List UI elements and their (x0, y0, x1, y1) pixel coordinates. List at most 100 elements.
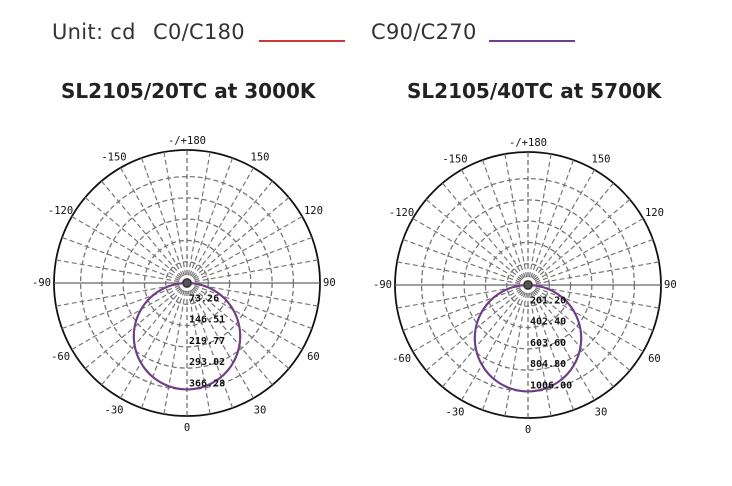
spoke-1-140 (527, 182, 614, 286)
spoke-1-100 (527, 261, 660, 286)
spoke-1-20 (527, 284, 575, 411)
angle-label-0-2: 120 (304, 205, 323, 217)
spoke-0-150 (186, 167, 255, 284)
spoke-1-70 (527, 284, 654, 332)
radial-tick-label-1-1: 402.40 (530, 317, 566, 328)
spoke-0-190 (163, 151, 188, 284)
spoke-0-310 (84, 282, 188, 369)
chart-title-right: SL2105/40TC at 5700K (407, 79, 662, 103)
spoke-0-80 (186, 282, 319, 307)
spoke-0-140 (186, 180, 273, 284)
spoke-0-110 (186, 236, 313, 284)
spoke-0-210 (119, 167, 188, 284)
spoke-0-20 (186, 282, 234, 409)
spoke-1-220 (442, 182, 529, 286)
spoke-0-60 (186, 282, 303, 351)
spoke-1-50 (527, 284, 631, 371)
angle-label-1-7: -30 (446, 406, 465, 418)
spoke-0-160 (186, 157, 234, 284)
spoke-0-200 (140, 157, 188, 284)
spoke-1-340 (481, 284, 529, 411)
angle-label-0-9: -90 (32, 277, 51, 289)
series-curve-1-1 (473, 284, 583, 393)
radial-tick-label-0-3: 293.02 (189, 357, 225, 368)
spoke-1-260 (396, 261, 529, 286)
angle-label-1-0: -/+180 (509, 137, 547, 149)
spoke-1-310 (425, 284, 529, 371)
spoke-0-100 (186, 259, 319, 284)
angle-label-0-10: -120 (48, 205, 73, 217)
spoke-0-240 (71, 215, 188, 284)
spoke-1-120 (527, 217, 644, 286)
radial-tick-label-0-4: 366.28 (189, 378, 225, 389)
angle-label-0-11: -150 (101, 152, 126, 164)
spoke-0-250 (61, 236, 188, 284)
spoke-1-210 (460, 169, 529, 286)
spoke-0-300 (71, 282, 188, 351)
angle-label-1-2: 120 (645, 207, 664, 219)
spoke-1-350 (504, 284, 529, 417)
spoke-0-340 (140, 282, 188, 409)
legend-series-c90-swatch (489, 40, 575, 42)
spoke-1-280 (396, 284, 529, 309)
spoke-1-130 (527, 199, 631, 286)
radial-tick-label-1-3: 804.80 (530, 359, 566, 370)
spoke-1-240 (412, 217, 529, 286)
spoke-0-30 (186, 282, 255, 399)
angle-label-0-0: -/+180 (168, 135, 206, 147)
spoke-0-130 (186, 197, 290, 284)
spoke-1-30 (527, 284, 596, 401)
spoke-1-250 (402, 238, 529, 286)
spoke-1-40 (527, 284, 614, 388)
center-point-0 (182, 278, 192, 288)
series-curve-0-1 (132, 282, 242, 391)
spoke-0-50 (186, 282, 290, 369)
angle-label-0-3: 90 (323, 277, 336, 289)
radial-tick-label-1-4: 1006.00 (530, 380, 572, 391)
radial-tick-label-0-2: 219.77 (189, 336, 225, 347)
angle-label-0-8: -60 (51, 351, 70, 363)
angle-label-1-3: 90 (664, 279, 677, 291)
spoke-1-80 (527, 284, 660, 309)
legend-series-c0-swatch (259, 40, 345, 42)
radial-tick-label-0-0: 73.26 (189, 293, 219, 304)
spoke-0-290 (61, 282, 188, 330)
angle-label-0-4: 60 (307, 351, 320, 363)
spoke-1-60 (527, 284, 644, 353)
spoke-0-320 (101, 282, 188, 386)
spoke-1-230 (425, 199, 529, 286)
spoke-0-280 (55, 282, 188, 307)
spoke-1-110 (527, 238, 654, 286)
spoke-0-350 (163, 282, 188, 415)
angle-label-1-8: -60 (392, 353, 411, 365)
radial-tick-label-1-0: 201.20 (530, 295, 566, 306)
angle-label-1-4: 60 (648, 353, 661, 365)
legend-series-c90-label: C90/C270 (371, 20, 477, 44)
spoke-1-160 (527, 159, 575, 286)
spoke-0-40 (186, 282, 273, 386)
angle-label-0-7: -30 (105, 404, 124, 416)
spoke-1-200 (481, 159, 529, 286)
spoke-0-220 (101, 180, 188, 284)
angle-label-1-5: 30 (595, 406, 608, 418)
angle-label-1-6: 0 (525, 424, 531, 436)
spoke-0-70 (186, 282, 313, 330)
angle-label-1-11: -150 (442, 154, 467, 166)
spoke-1-320 (442, 284, 529, 388)
radial-tick-label-0-1: 146.51 (189, 315, 225, 326)
angle-label-0-6: 0 (184, 422, 190, 434)
spoke-0-230 (84, 197, 188, 284)
spoke-1-150 (527, 169, 596, 286)
spoke-1-330 (460, 284, 529, 401)
spoke-0-10 (186, 282, 211, 415)
angle-label-1-10: -120 (389, 207, 414, 219)
spoke-0-330 (119, 282, 188, 399)
legend-unit: Unit: cd (52, 20, 136, 44)
spoke-1-190 (504, 153, 529, 286)
angle-label-0-5: 30 (254, 404, 267, 416)
spoke-1-300 (412, 284, 529, 353)
legend-series-c0-label: C0/C180 (153, 20, 245, 44)
center-point-1 (523, 280, 533, 290)
angle-label-1-9: -90 (373, 279, 392, 291)
chart-title-left: SL2105/20TC at 3000K (61, 79, 316, 103)
